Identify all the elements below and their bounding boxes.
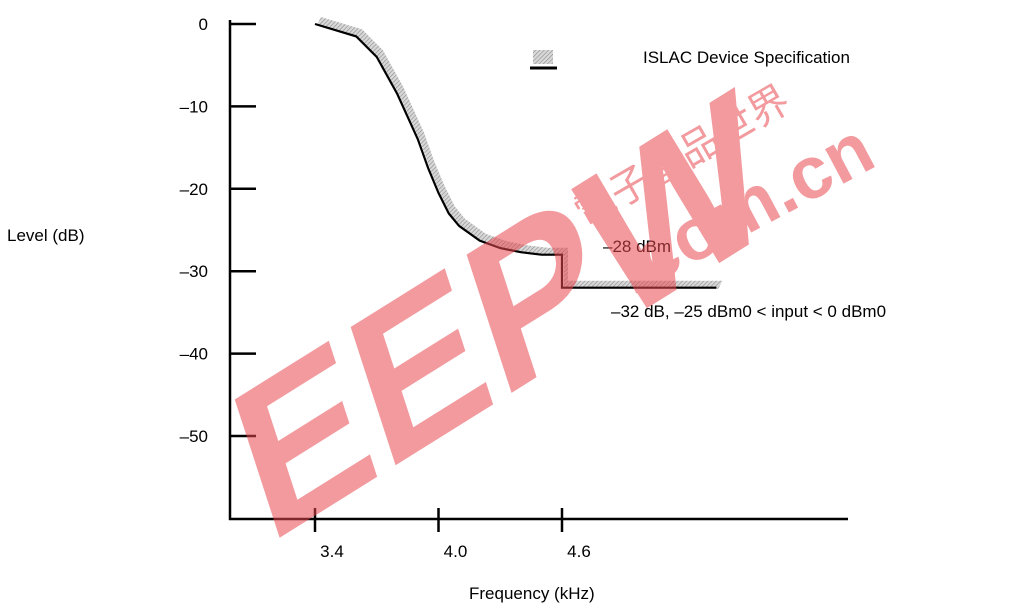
y-tick-label: –10 — [180, 97, 208, 116]
y-tick-label: –20 — [180, 180, 208, 199]
x-tick-label: 3.4 — [320, 542, 344, 561]
x-ticks: 3.4 4.0 4.6 — [313, 508, 591, 561]
x-tick-label: 4.0 — [444, 542, 468, 561]
legend: ISLAC Device Specification — [530, 48, 850, 70]
y-ticks: 0 –10 –20 –30 –40 –50 — [180, 15, 256, 446]
y-tick-label: –50 — [180, 427, 208, 446]
response-curve — [314, 22, 717, 289]
y-tick-label: –30 — [180, 262, 208, 281]
y-tick-label: 0 — [199, 15, 208, 34]
y-axis-label: Level (dB) — [7, 226, 84, 245]
x-axis-label: Frequency (kHz) — [469, 584, 595, 603]
annotation-28-dbm: –28 dBm — [603, 237, 671, 256]
x-tick-label: 4.6 — [567, 542, 591, 561]
y-tick-label: –40 — [180, 345, 208, 364]
legend-label: ISLAC Device Specification — [643, 48, 850, 67]
annotation-32-db: –32 dB, –25 dBm0 < input < 0 dBm0 — [611, 302, 886, 321]
legend-hatch-swatch — [533, 50, 553, 64]
